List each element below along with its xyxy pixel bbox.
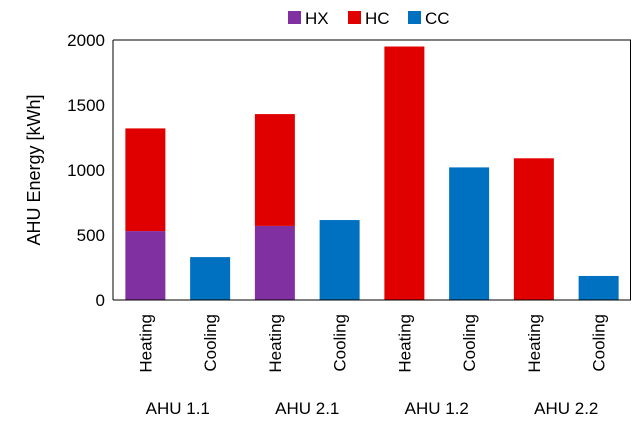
legend-label-hx: HX [305,9,329,28]
y-axis-ticks: 0 500 1000 1500 2000 [67,31,105,310]
bars [125,46,619,300]
y-axis-title: AHU Energy [kWh] [24,94,44,245]
bar-segment-cc [319,220,360,300]
bar-segment-cc [190,257,231,300]
y-tick-label: 1500 [67,96,105,115]
x-tick-label: Heating [525,314,544,373]
y-tick-label: 1000 [67,161,105,180]
bar-segment-hc [254,114,295,226]
y-tick-label: 2000 [67,31,105,50]
x-axis-bar-labels: Heating Cooling Heating Cooling Heating Cooli… [136,314,608,373]
legend-swatch-hc [348,11,361,24]
bar-segment-hc [125,128,166,232]
group-label: AHU 1.2 [405,399,469,418]
bar-segment-cc [449,167,490,300]
legend: HX HC CC [288,9,450,28]
bar-segment-cc [578,275,619,300]
x-tick-label: Cooling [331,314,350,372]
legend-swatch-hx [288,11,301,24]
bar-segment-hc [384,46,425,300]
group-label: AHU 2.2 [534,399,598,418]
legend-label-hc: HC [365,9,390,28]
y-tick-label: 0 [96,291,105,310]
y-tick-label: 500 [77,226,105,245]
legend-label-cc: CC [425,9,450,28]
bar-segment-hx [254,225,295,300]
group-label: AHU 1.1 [146,399,210,418]
legend-swatch-cc [408,11,421,24]
x-tick-label: Cooling [590,314,609,372]
x-tick-label: Heating [395,314,414,373]
group-label: AHU 2.1 [275,399,339,418]
x-tick-label: Heating [136,314,155,373]
bar-segment-hx [125,231,166,300]
x-tick-label: Cooling [460,314,479,372]
x-tick-label: Heating [266,314,285,373]
x-tick-label: Cooling [201,314,220,372]
bar-segment-hc [513,158,554,300]
x-axis-group-labels: AHU 1.1 AHU 2.1 AHU 1.2 AHU 2.2 [146,399,599,418]
